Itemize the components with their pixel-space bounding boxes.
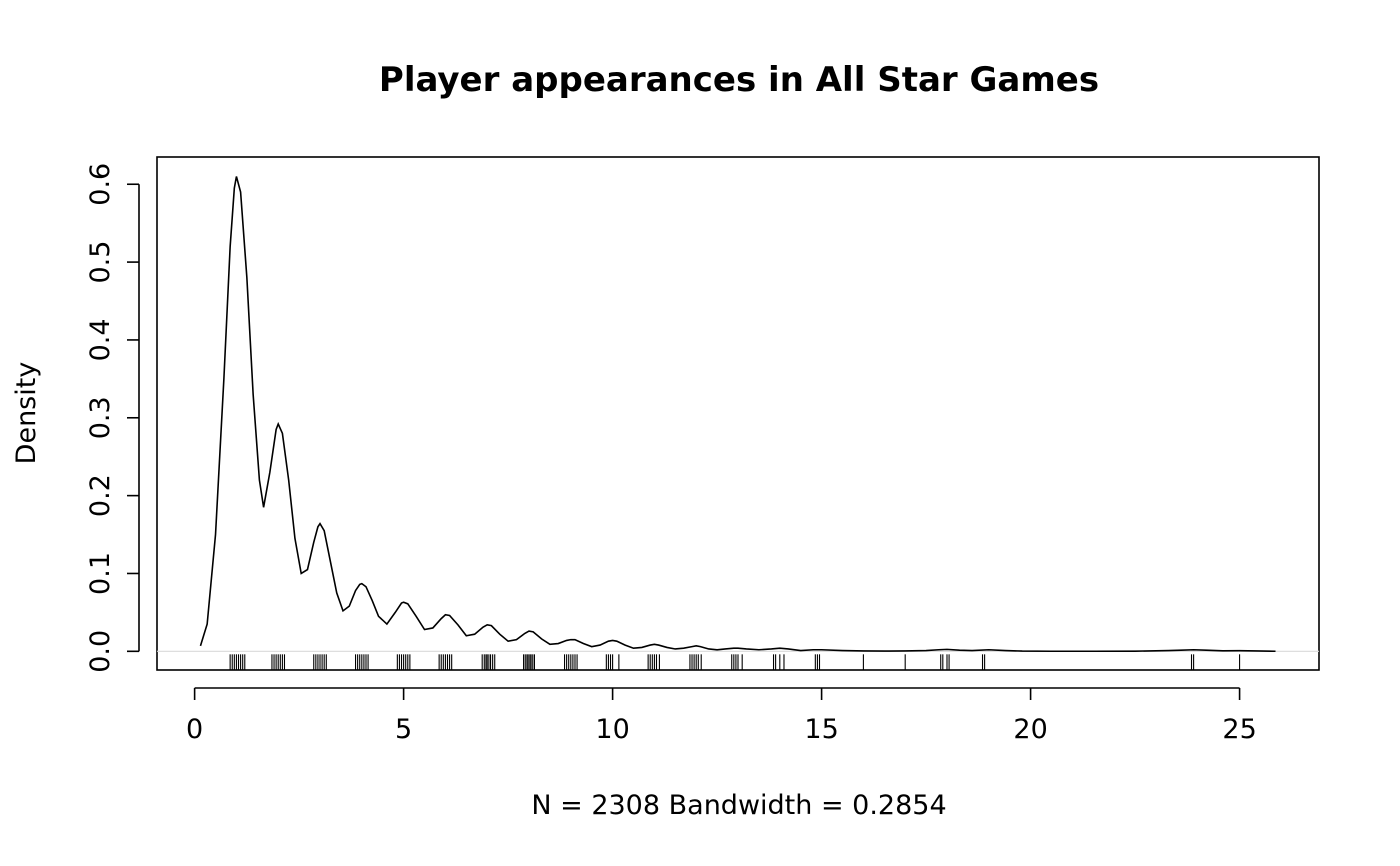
density-curve (199, 176, 1276, 653)
y-tick-label: 0.1 (85, 552, 116, 595)
plot-frame (156, 156, 1320, 671)
x-tick-label: 25 (1222, 714, 1256, 745)
y-tick-label: 0.2 (85, 474, 116, 517)
x-axis-label: N = 2308 Bandwidth = 0.2854 (531, 790, 946, 821)
y-tick-label: 0.3 (85, 396, 116, 439)
y-tick-label: 0.6 (85, 163, 116, 206)
y-axis: 0.0 0.1 0.2 0.3 0.4 0.5 0.6 (85, 163, 140, 673)
y-tick-label: 0.4 (85, 318, 116, 361)
x-tick-label: 5 (395, 714, 412, 745)
rug-marks (229, 654, 1241, 670)
x-tick-label: 20 (1013, 714, 1047, 745)
x-axis: 0 5 10 15 20 25 (186, 687, 1257, 745)
chart-title: Player appearances in All Star Games (379, 60, 1099, 100)
y-tick-label: 0.0 (85, 630, 116, 673)
x-tick-label: 15 (804, 714, 838, 745)
y-tick-label: 0.5 (85, 241, 116, 284)
x-tick-label: 0 (186, 714, 203, 745)
y-axis-label: Density (11, 362, 42, 465)
x-tick-label: 10 (595, 714, 629, 745)
